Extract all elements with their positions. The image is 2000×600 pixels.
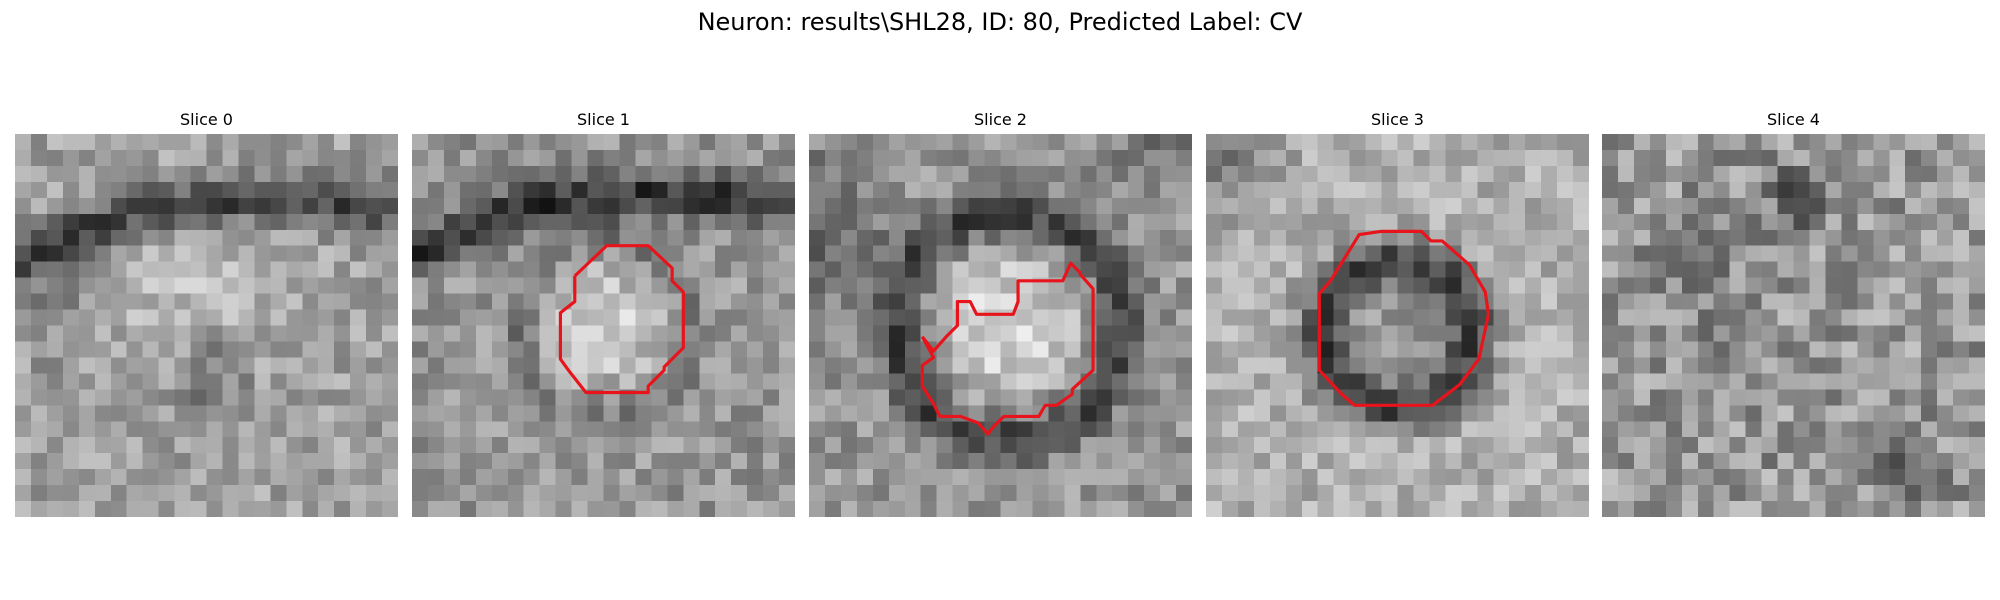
slice-title-3: Slice 3: [1371, 110, 1424, 129]
contour-outline-2: [920, 261, 1095, 436]
slice-image-4: [1602, 134, 1985, 517]
slice-panel-1: Slice 1: [412, 108, 795, 517]
slice-panel-3: Slice 3: [1206, 108, 1589, 517]
figure-title: Neuron: results\SHL28, ID: 80, Predicted…: [697, 8, 1303, 36]
slice-panel-2: Slice 2: [809, 108, 1192, 517]
slice-image-0: [15, 134, 398, 517]
slice-image-1: [412, 134, 795, 517]
slice-title-4: Slice 4: [1767, 110, 1820, 129]
slice-panel-4: Slice 4: [1602, 108, 1985, 517]
slice-title-1: Slice 1: [577, 110, 630, 129]
slice-image-3: [1206, 134, 1589, 517]
slice-panel-0: Slice 0: [15, 108, 398, 517]
contour-outline-3: [1317, 229, 1491, 407]
contour-outline-1: [558, 244, 685, 395]
slice-title-0: Slice 0: [180, 110, 233, 129]
slice-image-2: [809, 134, 1192, 517]
slice-title-2: Slice 2: [974, 110, 1027, 129]
